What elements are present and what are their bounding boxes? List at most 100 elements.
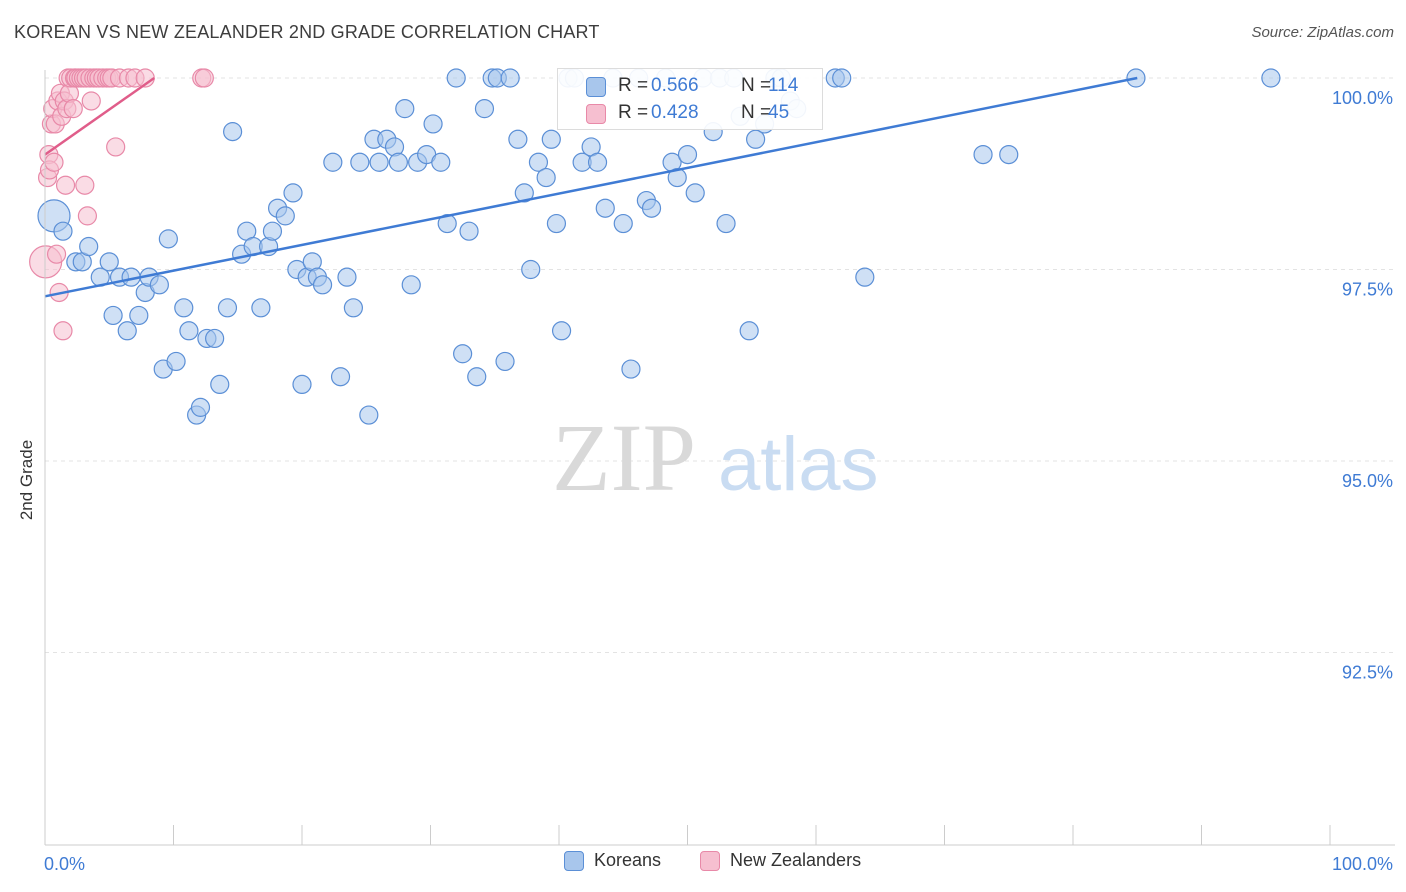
korean-point: [739, 321, 759, 341]
legend-n-value: 114: [768, 75, 799, 96]
grid-layer: [45, 77, 1395, 653]
legend-item-nz[interactable]: New Zealanders: [700, 850, 861, 871]
y-tick-label: 97.5%: [1342, 280, 1393, 300]
legend-swatch-nz: [700, 850, 720, 871]
korean-point: [536, 167, 556, 188]
korean-point: [251, 298, 271, 318]
trend-lines: [44, 76, 1138, 298]
legend-r-value: 0.566: [651, 75, 699, 96]
korean-point: [1261, 68, 1281, 88]
watermark: ZIP atlas: [552, 404, 879, 511]
korean-point: [453, 344, 473, 364]
legend-item-koreans[interactable]: Koreans: [564, 850, 661, 871]
korean-point: [223, 122, 243, 142]
korean-point: [999, 145, 1019, 165]
korean-point: [546, 213, 567, 234]
nz-point: [106, 137, 126, 157]
y-tick-label: 92.5%: [1342, 663, 1393, 683]
korean-point: [217, 298, 238, 318]
y-tick-label: 100.0%: [1332, 88, 1393, 108]
nz-point: [81, 91, 101, 111]
korean-point: [350, 152, 370, 172]
korean-point: [423, 114, 443, 134]
korean-point: [262, 221, 283, 241]
korean-point: [667, 167, 687, 188]
korean-point: [495, 351, 515, 372]
korean-point: [973, 145, 993, 165]
legend-label-koreans: Koreans: [594, 850, 662, 870]
legend-row-koreans: R = 0.566 N = 114: [558, 73, 822, 101]
x-tick-label: 0.0%: [44, 854, 85, 874]
korean-point: [388, 152, 408, 172]
korean-point: [677, 145, 698, 165]
legend-n-label: N =: [741, 102, 772, 123]
korean-point: [99, 252, 119, 272]
korean-point: [323, 152, 343, 172]
y-tick-label: 95.0%: [1342, 471, 1393, 491]
korean-point: [595, 198, 615, 218]
korean-point: [158, 229, 178, 249]
korean-point: [53, 221, 73, 241]
nz-point: [194, 68, 214, 88]
nz-point: [77, 206, 98, 226]
legend-r-value: 0.428: [651, 102, 699, 123]
korean-point: [587, 152, 608, 172]
korean-point: [166, 351, 186, 372]
korean-point: [210, 374, 230, 394]
legend-n-value: 45: [768, 102, 790, 123]
axis-layer: 92.5% 95.0% 97.5% 100.0% 0.0% 100.0%: [44, 70, 1395, 874]
korean-point: [474, 99, 495, 119]
korean-point: [343, 298, 363, 318]
source-label: Source: ZipAtlas.com: [1251, 24, 1394, 41]
korean-point: [521, 259, 541, 280]
nz-points: [29, 68, 214, 341]
korean-point: [283, 183, 303, 203]
korean-point: [292, 374, 312, 394]
korean-point: [431, 152, 451, 172]
korean-point: [446, 68, 466, 88]
korean-point: [129, 305, 149, 326]
korean-point: [330, 367, 351, 387]
nz-point: [55, 175, 76, 195]
korean-point: [103, 305, 123, 326]
korean-point: [641, 198, 662, 218]
korean-point: [359, 405, 379, 425]
nz-point-trendline: [44, 76, 155, 156]
legend-row-nz: R = 0.428 N = 45: [558, 100, 822, 128]
legend-swatch-nz: [586, 104, 606, 124]
korean-point: [312, 275, 333, 295]
korean-point: [467, 367, 487, 387]
legend-series: Koreans New Zealanders: [0, 850, 1406, 878]
chart-title: KOREAN VS NEW ZEALANDER 2ND GRADE CORREL…: [14, 22, 600, 42]
korean-point: [508, 129, 528, 149]
nz-point: [53, 321, 73, 341]
korean-point: [149, 275, 169, 295]
korean-point: [746, 129, 766, 149]
legend-label-nz: New Zealanders: [730, 850, 862, 870]
korean-point: [500, 68, 520, 88]
korean-point: [541, 129, 561, 149]
korean-point: [459, 221, 479, 241]
legend-r-label: R =: [618, 75, 649, 96]
legend-r-label: R =: [618, 102, 649, 123]
watermark-atlas: atlas: [718, 422, 879, 507]
korean-point: [337, 267, 357, 287]
legend-swatch-koreans: [564, 850, 584, 871]
korean-point: [514, 183, 534, 203]
korean-point: [832, 68, 852, 88]
korean-point: [855, 267, 875, 287]
watermark-zip: ZIP: [552, 404, 696, 511]
korean-point: [190, 397, 211, 417]
nz-point: [44, 152, 64, 172]
korean-point: [179, 321, 199, 341]
korean-point: [716, 213, 736, 234]
nz-point: [46, 244, 67, 264]
legend-swatch-koreans: [586, 77, 606, 97]
korean-point: [685, 183, 705, 203]
korean-point: [437, 213, 457, 234]
korean-point: [369, 152, 389, 172]
korean-point: [275, 206, 295, 226]
x-tick-label: 100.0%: [1332, 854, 1393, 874]
korean-point: [395, 99, 415, 119]
